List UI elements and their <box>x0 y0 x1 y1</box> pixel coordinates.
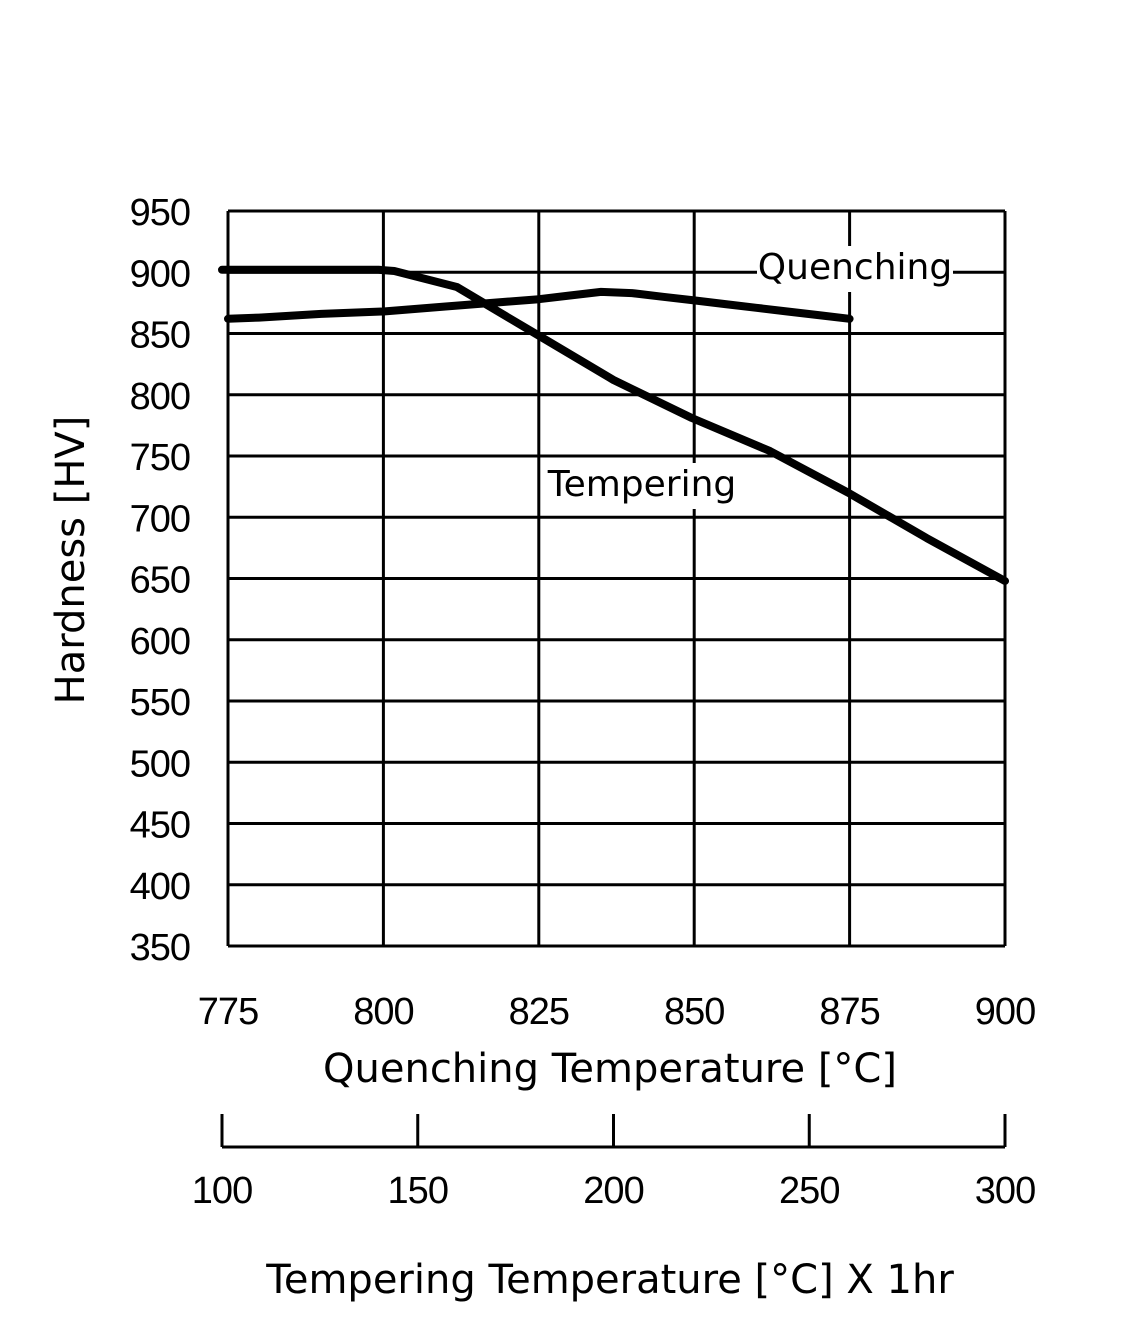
series-line-quenching <box>224 287 854 323</box>
x2-tick-label: 200 <box>583 1170 643 1212</box>
plot-grid <box>226 209 1007 948</box>
series-line-tempering <box>218 265 1009 585</box>
y-tick-label: 400 <box>130 866 190 908</box>
series-labels: Quenching Tempering <box>544 246 953 509</box>
x-tick-label: 825 <box>509 991 569 1033</box>
series-label-quenching: Quenching <box>758 247 952 288</box>
x-axis-title: Quenching Temperature [°C] <box>323 1046 897 1092</box>
x-tick-label: 900 <box>975 991 1035 1033</box>
y-axis-title: Hardness [HV] <box>48 416 94 705</box>
series-lines <box>218 265 1009 585</box>
y-tick-label: 500 <box>130 743 190 785</box>
y-tick-label: 950 <box>130 192 190 234</box>
series-label-background <box>544 463 740 509</box>
x-tick-label: 875 <box>819 991 879 1033</box>
series-label-tempering: Tempering <box>547 464 737 505</box>
x2-tick-label: 300 <box>975 1170 1035 1212</box>
y-tick-label: 550 <box>130 682 190 724</box>
x2-tick-label: 150 <box>388 1170 448 1212</box>
y-tick-label: 450 <box>130 805 190 847</box>
x2-tick-label: 100 <box>192 1170 252 1212</box>
x-tick-label: 775 <box>198 991 258 1033</box>
series-label-background <box>757 246 953 292</box>
y-tick-label: 750 <box>130 437 190 479</box>
y-tick-label: 800 <box>130 376 190 418</box>
y-tick-label: 350 <box>130 927 190 969</box>
x2-tick-label: 250 <box>779 1170 839 1212</box>
y-tick-label: 700 <box>130 498 190 540</box>
y-tick-label: 600 <box>130 621 190 663</box>
y-tick-labels: 950 900 850 800 750 700 650 600 550 500 450 400 350 <box>130 192 191 969</box>
x-tick-labels: 775 800 825 850 875 900 <box>198 991 1036 1033</box>
x2-axis-title: Tempering Temperature [°C] X 1hr <box>265 1257 954 1303</box>
y-tick-label: 650 <box>130 560 190 602</box>
x-tick-label: 850 <box>664 991 724 1033</box>
x-tick-label: 800 <box>353 991 413 1033</box>
y-tick-label: 850 <box>130 315 190 357</box>
y-tick-label: 900 <box>130 253 190 295</box>
secondary-x-axis: 100 150 200 250 300 <box>192 1114 1036 1212</box>
